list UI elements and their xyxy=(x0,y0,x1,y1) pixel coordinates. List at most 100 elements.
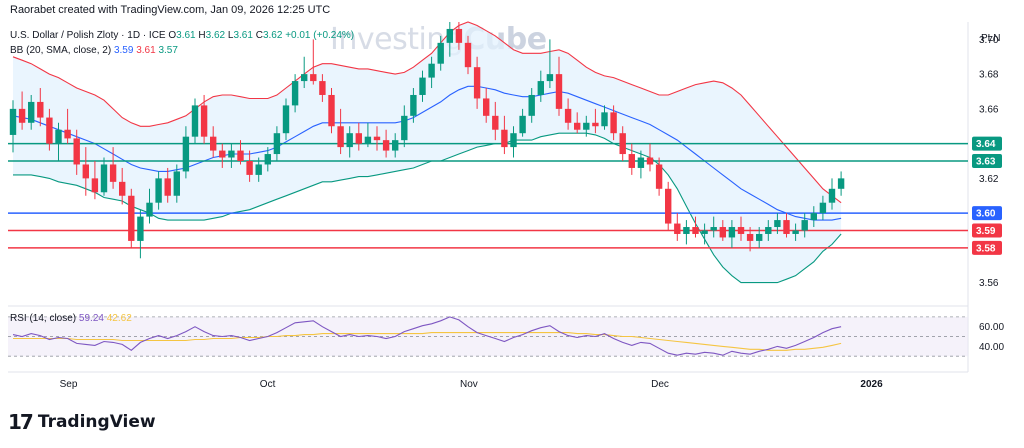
bb-basis-line xyxy=(12,85,842,221)
candle-body xyxy=(756,233,763,241)
candle-body xyxy=(346,133,353,148)
ohlc-open: 3.61 xyxy=(176,30,196,41)
candle-body xyxy=(219,150,226,158)
candle-body xyxy=(610,112,617,134)
bb-lower-value: 3.57 xyxy=(158,45,178,56)
candle-body xyxy=(301,74,308,82)
candle-body xyxy=(164,178,171,196)
ohlc-close: 3.62 xyxy=(262,30,283,41)
rsi-tick-label: 60.00 xyxy=(979,322,1004,333)
candle-body xyxy=(692,227,699,234)
level-tag-text-3.63: 3.63 xyxy=(976,157,996,168)
candle-body xyxy=(828,188,836,203)
candle-body xyxy=(191,105,199,137)
time-tick-2026: 2026 xyxy=(860,379,883,390)
rsi-line xyxy=(12,316,842,356)
candle-body xyxy=(91,178,99,193)
rsi-tick-label: 40.00 xyxy=(979,342,1004,353)
level-tag-3.58 xyxy=(972,240,1002,255)
candle-body xyxy=(73,138,80,165)
ohlc-l-label: L xyxy=(227,30,234,41)
candle-body xyxy=(473,67,481,99)
chart-caption: Raorabet created with TradingView.com, J… xyxy=(10,4,331,16)
candle-body xyxy=(109,164,117,182)
tradingview-footer[interactable]: 17 TradingView xyxy=(8,410,156,434)
time-tick-Oct: Oct xyxy=(260,379,276,390)
candle-body xyxy=(674,223,681,234)
candle-body xyxy=(492,115,499,130)
candle-body xyxy=(574,122,581,130)
candle-body xyxy=(628,154,635,168)
candle-body xyxy=(765,227,772,234)
candle-body xyxy=(137,216,144,241)
candle-body xyxy=(428,63,435,78)
candle-body xyxy=(28,101,35,123)
candle-body xyxy=(746,233,754,241)
candle-body xyxy=(837,178,845,189)
candle-body xyxy=(255,164,262,175)
ohlc-low: 3.61 xyxy=(233,30,253,41)
candle-body xyxy=(155,178,162,203)
candle-body xyxy=(273,133,281,155)
ohlc-h-label: H xyxy=(198,30,206,41)
candle-body xyxy=(592,122,599,127)
candle-body xyxy=(291,81,299,106)
candle-body xyxy=(619,133,626,155)
bb-fill-area xyxy=(13,22,842,283)
candle-body xyxy=(173,171,180,196)
candle-body xyxy=(82,164,89,179)
level-tag-text-3.60: 3.60 xyxy=(976,209,996,220)
tradingview-logo-icon: 17 xyxy=(8,410,34,434)
candle-body xyxy=(246,161,253,175)
candle-body xyxy=(55,129,62,144)
bb-basis-value: 3.59 xyxy=(113,45,134,56)
candle-body xyxy=(528,94,535,116)
candle-body xyxy=(792,230,799,234)
bb-legend: BB (20, SMA, close, 2) 3.59 3.61 3.57 xyxy=(10,45,178,56)
candle-body xyxy=(810,213,817,221)
candle-body xyxy=(601,112,608,127)
candle-body xyxy=(728,227,736,238)
candle-body xyxy=(364,136,372,144)
candle-body xyxy=(200,105,208,137)
rsi-ma-value: 42.62 xyxy=(106,313,132,324)
candle-body xyxy=(665,188,672,224)
candle-body xyxy=(555,74,563,109)
candle-body xyxy=(819,202,827,214)
candle-body xyxy=(182,136,190,172)
candle-body xyxy=(683,227,690,234)
price-tick-label: 3.62 xyxy=(979,174,999,185)
ohlc-c-label: C xyxy=(255,30,263,41)
candle-body xyxy=(537,81,544,95)
candle-body xyxy=(455,28,463,43)
symbol-name: U.S. Dollar / Polish Zloty · 1D · ICE xyxy=(10,30,166,41)
rsi-label: RSI (14, close) xyxy=(10,313,77,324)
price-tick-label: 3.70 xyxy=(979,35,999,46)
ohlc-high: 3.62 xyxy=(205,30,226,41)
candle-body xyxy=(637,157,645,168)
candle-body xyxy=(655,164,663,189)
candle-body xyxy=(237,150,244,161)
candle-body xyxy=(100,164,108,193)
candle-body xyxy=(437,42,444,64)
rsi-value: 59.24 xyxy=(78,313,104,324)
level-tag-text-3.58: 3.58 xyxy=(976,243,996,254)
candle-body xyxy=(382,140,390,151)
candle-body xyxy=(774,220,781,228)
bb-label: BB (20, SMA, close, 2) xyxy=(10,45,112,56)
candle-body xyxy=(501,129,508,148)
level-tag-text-3.64: 3.64 xyxy=(976,139,996,150)
symbol-legend: U.S. Dollar / Polish Zloty · 1D · ICE O3… xyxy=(10,30,354,41)
bb-upper-line xyxy=(12,21,842,204)
level-tag-text-3.59: 3.59 xyxy=(976,226,996,237)
candle-body xyxy=(401,115,408,141)
candle-body xyxy=(64,129,71,139)
candle-body xyxy=(519,115,526,134)
candle-body xyxy=(446,28,453,43)
candle-body xyxy=(483,98,490,116)
currency-label: PLN xyxy=(981,33,1000,44)
candle-body xyxy=(737,227,745,234)
candle-body xyxy=(146,202,153,217)
candle-body xyxy=(564,108,572,123)
